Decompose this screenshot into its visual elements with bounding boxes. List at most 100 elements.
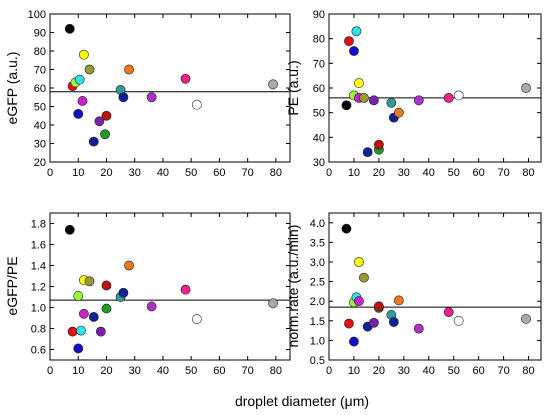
data-point — [118, 287, 129, 298]
y-tick-label: 1.6 — [31, 240, 46, 252]
data-point — [341, 100, 352, 111]
y-tick-label: 30 — [313, 157, 325, 169]
data-point — [268, 298, 278, 309]
x-tick-label: 80 — [522, 167, 534, 179]
data-point — [84, 64, 95, 75]
data-point — [77, 96, 88, 106]
panel-4: 0 10 20 30 40 50 60 70 80 0.5 1.0 1.5 2.0 2.5 3.0 3.5 4.… — [285, 212, 542, 377]
y-tick-label: 30 — [34, 139, 46, 151]
y-tick-label: 2.0 — [310, 296, 325, 308]
y-axis-label: eGFP (a.u.) — [4, 52, 20, 125]
data-point — [373, 301, 384, 312]
y-axis-label: PE (a.u.) — [285, 60, 301, 115]
data-point — [67, 326, 78, 337]
y-tick-label: 60 — [313, 83, 325, 95]
x-tick-label: 10 — [348, 167, 360, 179]
data-point — [73, 343, 84, 354]
data-point — [413, 323, 424, 334]
plot-frame — [328, 13, 542, 163]
y-tick-label: 80 — [313, 34, 325, 46]
x-tick-label: 50 — [185, 167, 197, 179]
x-tick-label: 60 — [473, 167, 485, 179]
data-point — [118, 92, 129, 103]
x-tick-label: 40 — [157, 365, 169, 377]
x-tick-label: 0 — [47, 167, 53, 179]
data-point — [341, 223, 352, 234]
data-point — [101, 280, 112, 291]
plot-frame — [328, 212, 542, 361]
data-point — [368, 95, 379, 106]
data-point — [393, 107, 404, 118]
y-tick-label: 1.5 — [310, 316, 325, 328]
data-point — [124, 64, 134, 75]
y-tick-label: 1.0 — [310, 335, 325, 347]
data-point — [94, 116, 105, 127]
data-point — [268, 79, 278, 90]
data-point — [101, 110, 112, 121]
data-point — [443, 307, 454, 318]
x-tick-label: 40 — [157, 167, 169, 179]
data-point — [354, 257, 364, 267]
x-tick-label: 20 — [100, 365, 112, 377]
panel-3: 0 10 20 30 40 50 60 70 80 0.6 0.8 1.0 1.2 1.4 1.6 1.8 eG… — [4, 212, 291, 377]
data-point — [84, 276, 95, 287]
y-tick-label: 20 — [34, 157, 46, 169]
x-tick-label: 50 — [448, 365, 460, 377]
x-tick-label: 30 — [398, 365, 410, 377]
y-axis-label: norm.rate (a.u./min) — [285, 225, 301, 348]
x-tick-label: 20 — [373, 365, 385, 377]
data-point — [64, 23, 75, 34]
x-tick-label: 30 — [129, 167, 141, 179]
x-tick-label: 70 — [497, 365, 509, 377]
data-point — [393, 295, 404, 306]
x-tick-label: 0 — [326, 167, 332, 179]
x-tick-label: 80 — [270, 365, 282, 377]
panel-1: 0 10 20 30 40 50 60 70 80 20 30 40 50 60 70 80 90 100 eGFP… — [4, 9, 291, 179]
data-point — [78, 49, 89, 60]
y-axis-label: eGFP/PE — [4, 256, 20, 315]
data-point — [73, 109, 84, 119]
data-point — [368, 317, 379, 328]
y-tick-label: 0.8 — [31, 324, 46, 336]
y-tick-label: 50 — [34, 102, 46, 114]
data-point — [95, 326, 106, 337]
x-tick-label: 10 — [348, 365, 360, 377]
panel-2: 0 10 20 30 40 50 60 70 80 30 40 50 60 70 80 90 PE (a.u.) — [285, 9, 542, 179]
data-point — [453, 315, 464, 326]
data-point — [344, 318, 354, 329]
y-tick-label: 3.5 — [310, 237, 325, 249]
data-point — [191, 99, 202, 110]
data-point — [388, 317, 399, 327]
x-tick-label: 40 — [423, 365, 435, 377]
y-tick-label: 0.5 — [310, 355, 325, 367]
x-tick-label: 10 — [72, 365, 84, 377]
data-point — [100, 129, 110, 140]
data-point — [76, 325, 86, 336]
y-tick-label: 1.2 — [31, 282, 46, 294]
data-point — [359, 92, 369, 103]
data-point — [521, 313, 531, 324]
y-tick-label: 3.0 — [310, 257, 325, 269]
x-tick-label: 80 — [522, 365, 534, 377]
data-point — [146, 301, 157, 312]
data-point — [354, 296, 364, 307]
data-point — [386, 97, 397, 108]
x-tick-label: 60 — [213, 167, 225, 179]
x-tick-label: 70 — [242, 167, 254, 179]
data-point — [124, 260, 134, 271]
data-point — [349, 46, 359, 56]
data-point — [521, 83, 531, 93]
y-tick-label: 70 — [34, 65, 46, 77]
y-tick-label: 60 — [34, 83, 46, 95]
y-tick-label: 2.5 — [310, 277, 325, 289]
x-tick-label: 60 — [213, 365, 225, 377]
data-point — [73, 291, 84, 301]
data-point — [354, 78, 364, 88]
y-tick-label: 1.4 — [31, 261, 46, 273]
plot-frame — [49, 13, 291, 163]
y-tick-label: 40 — [34, 120, 46, 132]
y-tick-label: 1.8 — [31, 219, 46, 231]
data-point — [359, 272, 369, 283]
x-tick-label: 80 — [270, 167, 282, 179]
y-tick-label: 50 — [313, 108, 325, 120]
